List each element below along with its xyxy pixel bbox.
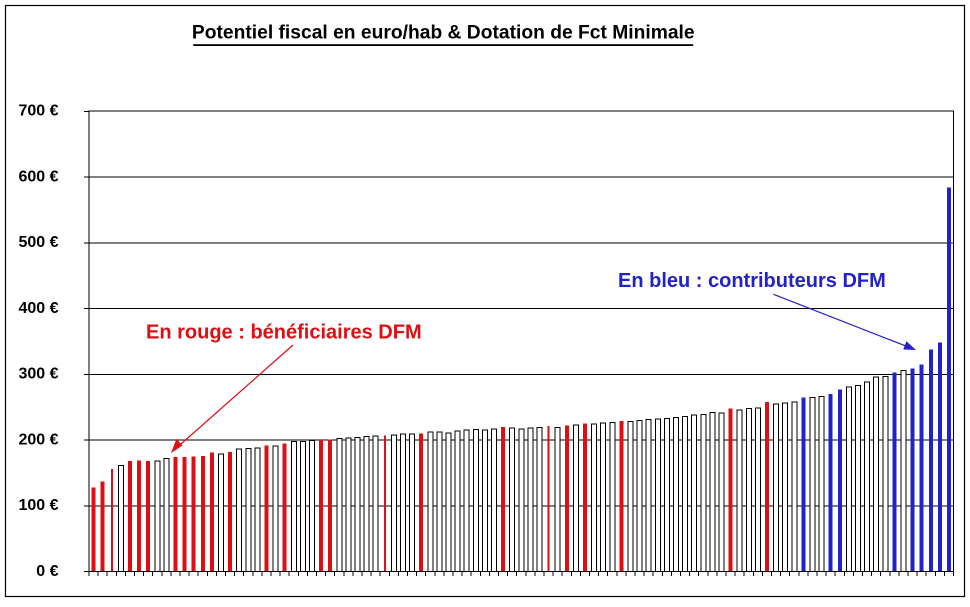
svg-text:Potentiel fiscal en euro/hab &: Potentiel fiscal en euro/hab & Dotation … [192,23,695,44]
svg-text:300 €: 300 € [18,366,58,383]
svg-text:100 €: 100 € [18,497,58,514]
svg-text:En rouge : bénéficiaires DFM: En rouge : bénéficiaires DFM [146,322,422,344]
svg-text:0 €: 0 € [36,563,58,580]
svg-text:En bleu : contributeurs DFM: En bleu : contributeurs DFM [618,270,886,292]
svg-text:700 €: 700 € [18,103,58,120]
svg-text:500 €: 500 € [18,234,58,251]
svg-text:200 €: 200 € [18,431,58,448]
svg-text:400 €: 400 € [18,300,58,317]
svg-text:600 €: 600 € [18,168,58,185]
